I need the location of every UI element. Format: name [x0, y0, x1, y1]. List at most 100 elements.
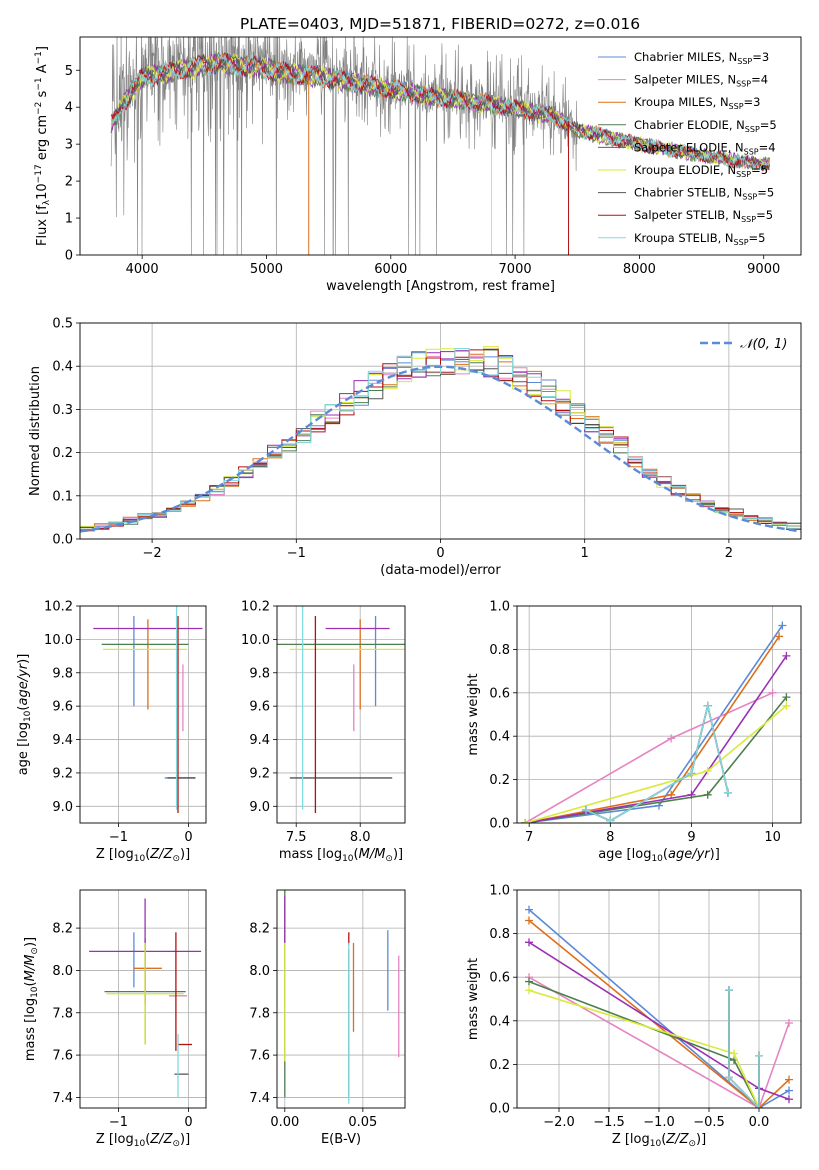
y-tick-label: 0.4	[489, 730, 510, 745]
mass-weight-marker	[687, 769, 696, 778]
legend-sub: SSP	[737, 57, 752, 66]
x-tick-label: 0.00	[270, 1115, 299, 1130]
x-axis-label-part: )]	[710, 847, 720, 862]
axes-frame	[516, 889, 802, 1109]
mass-weight-marker	[521, 819, 530, 823]
y-tick-label: 0.6	[489, 971, 510, 986]
chart-residuals: −2 −1 0 1 2 0.0 0.1 0.2 0.3 0.4 0.5 (data-model)/er…	[28, 317, 802, 578]
legend-nssp: =5	[757, 186, 774, 200]
x-tick-label: −1	[109, 1115, 128, 1130]
mass-weight-line	[524, 635, 780, 823]
x-tick-label: 6000	[374, 262, 407, 277]
axes-frame	[79, 322, 802, 540]
x-axis-label-part: Z [log	[96, 1132, 134, 1147]
x-axis-label-part: age/yr	[668, 847, 711, 862]
plot-area	[93, 606, 203, 813]
legend-nssp: =5	[749, 231, 766, 245]
y-tick-label: 9.4	[249, 733, 270, 748]
legend-label: Chabrier STELIB, NSSP=5	[634, 186, 774, 202]
y-axis-label-part: −1	[34, 51, 44, 64]
legend-nssp: =5	[756, 208, 773, 222]
axes-frame	[516, 605, 802, 824]
y-tick-label: 9.6	[52, 700, 73, 715]
x-axis-label-part: ⊙	[688, 1139, 696, 1149]
y-tick-label: 0.0	[489, 817, 510, 832]
y-tick-label: 0.3	[52, 403, 73, 418]
x-tick-label: 8	[606, 830, 614, 845]
y-tick-label: 9.2	[52, 766, 73, 781]
legend-label: Kroupa MILES, NSSP=3	[634, 95, 760, 111]
y-axis-label: age [log10(age/yr)]	[16, 654, 33, 776]
x-tick-label: −2	[143, 546, 162, 561]
x-axis-label-part: )]	[696, 1132, 706, 1147]
x-axis-label-part: Z [log	[96, 847, 134, 862]
mass-weight-marker	[525, 905, 533, 914]
y-axis-label-part: )]	[23, 937, 38, 947]
x-tick-label: 8000	[623, 262, 656, 277]
x-tick-label: −0.5	[693, 1115, 725, 1130]
x-axis-label-part: (	[663, 847, 668, 862]
y-tick-label: 7.4	[52, 1091, 73, 1106]
x-tick-label: 0.0	[749, 1115, 770, 1130]
y-tick-label: 8.2	[52, 922, 73, 937]
plot-area	[80, 346, 801, 533]
mass-weight-line	[728, 990, 760, 1108]
legend-sub: SSP	[741, 215, 756, 224]
x-axis-label: mass [log10(M/M⊙)]	[279, 847, 403, 864]
x-axis-label-part: 10	[650, 1139, 662, 1149]
legend-model: Kroupa MILES, N	[634, 95, 729, 109]
y-tick-label: 4	[65, 101, 73, 116]
y-axis-label-part: erg cm	[35, 115, 50, 164]
mass-weight-marker	[525, 938, 533, 947]
chart-age_vs_Z: −1 09.09.29.49.69.810.010.2Z [log10(Z/Z⊙)…	[16, 600, 207, 864]
x-tick-label: 7.5	[286, 830, 307, 845]
legend-nssp: =4	[759, 140, 776, 154]
plot-area	[284, 890, 400, 1104]
residual-histogram-step	[80, 348, 801, 532]
x-axis-label: Z [log10(Z/Z⊙)]	[96, 847, 190, 864]
x-tick-label: 0	[184, 830, 192, 845]
plot-area	[110, 37, 771, 255]
legend-label: Salpeter MILES, NSSP=4	[634, 73, 768, 89]
y-tick-label: 0.6	[489, 686, 510, 701]
mass-weight-marker	[778, 621, 787, 630]
mass-weight-marker	[785, 1095, 793, 1104]
y-tick-label: 2	[65, 175, 73, 190]
mass-weight-marker	[755, 1104, 763, 1108]
y-tick-label: 1.0	[489, 600, 510, 615]
figure-title: PLATE=0403, MJD=51871, FIBERID=0272, z=0…	[240, 15, 640, 33]
plot-area	[525, 905, 793, 1108]
y-tick-label: 10.2	[241, 600, 270, 615]
y-axis-label-part: ⊙	[30, 947, 40, 955]
y-tick-label: 0.0	[52, 533, 73, 548]
mass-weight-marker	[725, 1073, 733, 1082]
y-tick-label: 9.6	[249, 700, 270, 715]
legend-model: Chabrier STELIB, N	[634, 186, 742, 200]
x-tick-label: 5000	[250, 262, 283, 277]
y-tick-label: 0	[65, 249, 73, 264]
legend-sub: SSP	[744, 147, 759, 156]
legend-label: 𝒩(0, 1)	[740, 337, 787, 352]
x-axis-label-part: )]	[180, 1132, 190, 1147]
x-tick-label: 9000	[747, 262, 780, 277]
y-axis-label: mass weight	[466, 958, 481, 1040]
y-axis-label-part: 10	[23, 710, 33, 722]
mass-weight-marker	[730, 1049, 738, 1058]
y-tick-label: 10.0	[241, 633, 270, 648]
mass-weight-marker	[606, 816, 615, 823]
x-tick-label: 9	[687, 830, 695, 845]
x-axis-label-part: )]	[393, 847, 403, 862]
y-tick-label: 0.8	[489, 643, 510, 658]
legend-sub: SSP	[729, 102, 744, 111]
legend-label: Kroupa ELODIE, NSSP=5	[634, 163, 768, 179]
x-axis-label: Z [log10(Z/Z⊙)]	[96, 1132, 190, 1149]
y-axis-label-part: )]	[16, 654, 31, 664]
x-axis-label-part: 10	[134, 854, 146, 864]
mass-weight-marker	[785, 1086, 793, 1095]
legend-sub: SSP	[742, 193, 757, 202]
y-axis-label-part: (	[23, 981, 38, 986]
x-tick-label: 4000	[126, 262, 159, 277]
mass-weight-marker	[525, 977, 533, 986]
chart-mass_weight_vs_Z: −2.0 −1.5 −1.0 −0.5 0.0 0.0 0.2 0.4 0.6 0.8 1.0 Z […	[466, 884, 802, 1149]
y-tick-label: 0.2	[52, 446, 73, 461]
